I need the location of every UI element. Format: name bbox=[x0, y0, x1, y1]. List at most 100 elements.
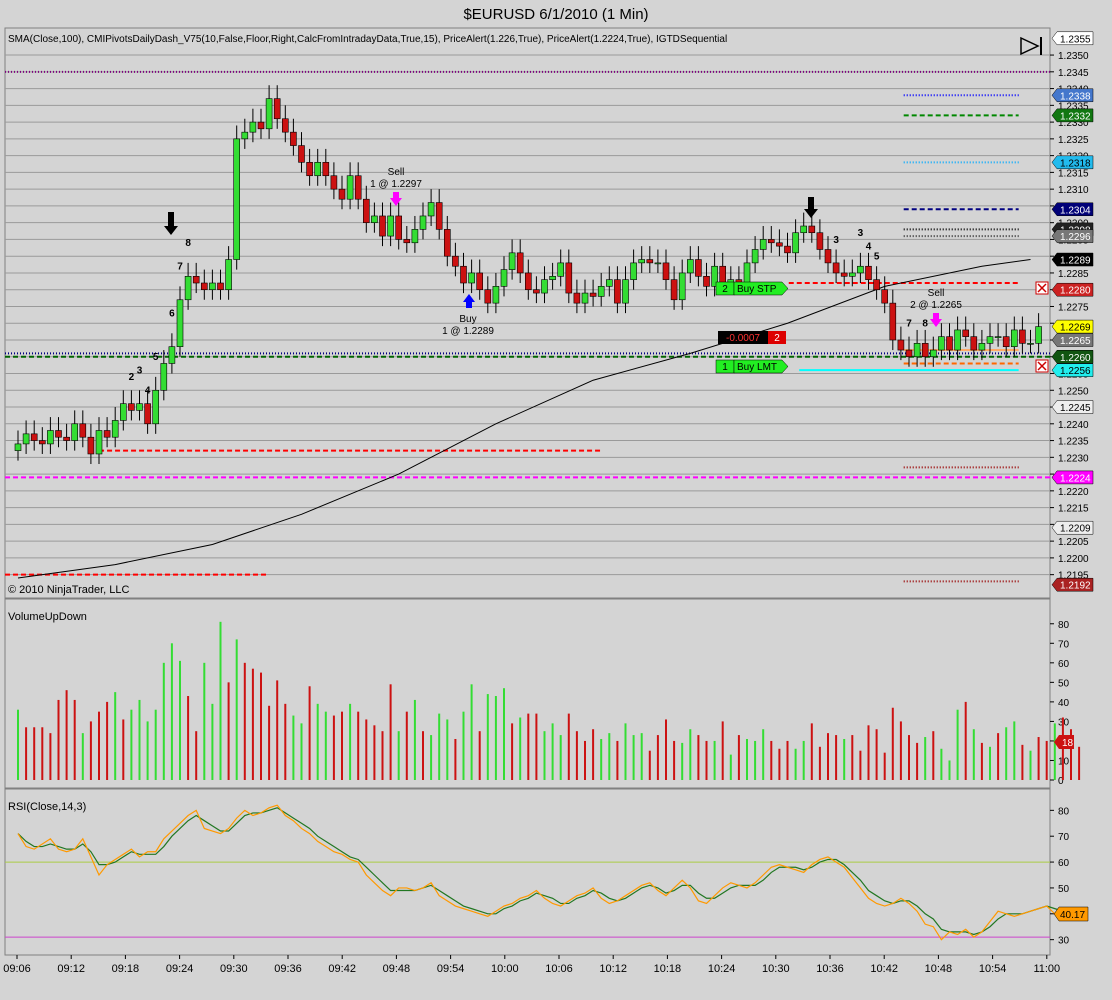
candle-body bbox=[120, 403, 127, 421]
volume-bar bbox=[316, 703, 319, 780]
candle-body bbox=[921, 343, 929, 358]
candle-body bbox=[686, 259, 694, 274]
sequential-count-label: 4 bbox=[866, 241, 872, 252]
candle-body bbox=[784, 245, 791, 254]
volume-bar bbox=[721, 721, 724, 780]
rsi-tick-label: 70 bbox=[1058, 832, 1070, 843]
candle-body bbox=[435, 202, 443, 230]
candle-body bbox=[71, 423, 78, 441]
demark-arrow-icon bbox=[164, 212, 178, 235]
price-marker-label: 1.2318 bbox=[1060, 158, 1091, 169]
candle-body bbox=[954, 329, 961, 351]
time-tick-label: 10:30 bbox=[762, 963, 790, 975]
volume-bar bbox=[89, 721, 92, 780]
price-marker-label: 1.2224 bbox=[1060, 473, 1091, 484]
position-pnl[interactable]: -0.0007 2 bbox=[718, 331, 786, 344]
time-tick-label: 10:42 bbox=[870, 963, 898, 975]
candle-body bbox=[703, 276, 710, 287]
close-x-icon-2[interactable] bbox=[1035, 359, 1049, 373]
sequential-count-label: 3 bbox=[833, 235, 839, 246]
volume-bar bbox=[616, 740, 619, 780]
volume-bar bbox=[835, 735, 838, 780]
volume-bar bbox=[446, 719, 449, 780]
volume-bar bbox=[430, 735, 433, 780]
volume-bar bbox=[681, 742, 684, 780]
price-marker-tag bbox=[1051, 577, 1094, 592]
candle-body bbox=[792, 232, 799, 254]
volume-bar bbox=[1013, 721, 1016, 780]
volume-bar bbox=[227, 682, 230, 780]
candle-body bbox=[111, 420, 119, 438]
candle-body bbox=[492, 286, 500, 304]
volume-bar bbox=[737, 735, 740, 780]
pnl-value: -0.0007 bbox=[726, 333, 760, 344]
rsi-average-line bbox=[17, 807, 1080, 936]
candle-body bbox=[800, 225, 808, 234]
demark-arrow-icon-2 bbox=[804, 197, 818, 218]
candle-body bbox=[87, 436, 95, 455]
price-marker-tag bbox=[1051, 202, 1094, 217]
candle-body bbox=[848, 272, 856, 277]
volume-bar bbox=[251, 668, 254, 780]
volume-panel-label: VolumeUpDown bbox=[8, 611, 87, 623]
volume-bar bbox=[584, 740, 586, 780]
volume-bar bbox=[357, 711, 360, 780]
volume-bar bbox=[891, 707, 894, 780]
candle-body bbox=[581, 292, 589, 304]
volume-bar bbox=[373, 725, 376, 780]
volume-bar bbox=[924, 737, 927, 780]
candle-body bbox=[978, 343, 986, 351]
volume-bar bbox=[292, 715, 295, 780]
volume-bar bbox=[640, 733, 643, 780]
close-x-icon[interactable] bbox=[1035, 281, 1049, 295]
play-to-end-icon[interactable] bbox=[1020, 36, 1042, 56]
price-marker-tag bbox=[1051, 155, 1094, 170]
candle-body bbox=[614, 279, 621, 304]
candle-body bbox=[857, 265, 864, 274]
volume-bar bbox=[486, 694, 489, 780]
sell1-detail: 1 @ 1.2297 bbox=[370, 179, 422, 190]
volume-bar bbox=[146, 721, 149, 780]
volume-bar bbox=[1021, 744, 1024, 780]
volume-tick-label: 80 bbox=[1058, 620, 1070, 631]
candle-body bbox=[265, 98, 273, 130]
volume-bar bbox=[324, 711, 327, 780]
price-tick-label: 1.2205 bbox=[1058, 537, 1089, 548]
price-marker-label: 1.2280 bbox=[1060, 286, 1091, 297]
buy-stp-order[interactable]: 2 Buy STP bbox=[715, 281, 789, 296]
time-tick-label: 10:18 bbox=[654, 963, 682, 975]
price-tick-label: 1.2215 bbox=[1058, 504, 1089, 515]
volume-bar bbox=[527, 713, 530, 780]
rsi-panel[interactable] bbox=[4, 788, 1051, 956]
buy-lmt-order[interactable]: 1 Buy LMT bbox=[715, 359, 789, 374]
candle-body bbox=[257, 121, 265, 130]
volume-bar bbox=[81, 733, 84, 780]
volume-bar bbox=[754, 740, 757, 780]
candle-body bbox=[55, 430, 62, 438]
candle-body bbox=[47, 430, 54, 445]
price-tick-label: 1.2330 bbox=[1058, 118, 1089, 129]
volume-bar bbox=[130, 709, 133, 780]
volume-bar bbox=[827, 733, 829, 780]
volume-bar bbox=[762, 729, 765, 780]
candle-body bbox=[759, 239, 767, 250]
volume-bar bbox=[859, 750, 862, 780]
volume-bar bbox=[899, 721, 902, 780]
volume-bar bbox=[778, 748, 781, 780]
candle-body bbox=[881, 289, 889, 304]
volume-bar bbox=[656, 735, 659, 780]
candle-body bbox=[808, 225, 816, 234]
volume-bar bbox=[770, 740, 773, 780]
candle-body bbox=[711, 265, 718, 287]
candle-body bbox=[484, 289, 492, 304]
volume-bar bbox=[964, 701, 967, 780]
price-tick-label: 1.2230 bbox=[1058, 453, 1089, 464]
buy1-arrow-icon bbox=[463, 294, 475, 308]
candle-body bbox=[638, 259, 646, 264]
candle-body bbox=[419, 215, 427, 230]
volume-bar bbox=[260, 672, 262, 780]
price-marker-label: 1.2332 bbox=[1060, 111, 1091, 122]
buy-lmt-qty: 1 bbox=[722, 362, 728, 373]
sequential-count-label: 8 bbox=[922, 319, 928, 330]
